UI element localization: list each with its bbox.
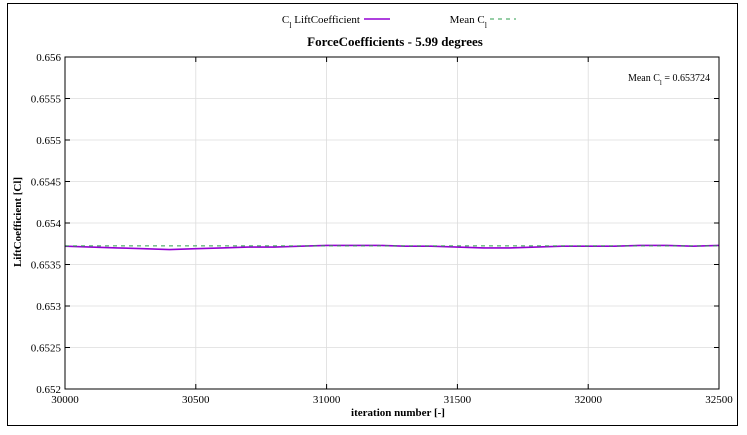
- legend-mean-sub: l: [485, 21, 488, 30]
- mean-annotation-value: = 0.653724: [662, 73, 710, 84]
- y-tick-label: 0.656: [36, 52, 61, 64]
- x-tick-label: 31500: [444, 394, 472, 406]
- y-axis-label: LiftCoefficient [Cl]: [12, 177, 24, 267]
- y-tick-label: 0.6555: [31, 94, 62, 106]
- x-tick-label: 32000: [574, 394, 602, 406]
- ticks-layer: 30000 30500 31000 31500 32000 32500 0.652 0.652…: [31, 52, 734, 406]
- chart-title: ForceCoefficients - 5.99 degrees: [307, 34, 483, 49]
- y-tick-label: 0.653: [36, 301, 61, 313]
- x-tick-label: 31000: [313, 394, 341, 406]
- y-tick-label: 0.655: [36, 135, 61, 147]
- legend-label-mean: Mean Cl: [450, 14, 488, 30]
- grid: [65, 57, 719, 389]
- x-tick-label: 32500: [705, 394, 733, 406]
- chart-frame: [7, 3, 738, 426]
- legend: Cl LiftCoefficient Mean Cl: [282, 14, 516, 30]
- legend-lift-rest: LiftCoefficient: [291, 14, 360, 26]
- mean-annotation: Mean Cl = 0.653724: [628, 73, 710, 87]
- y-tick-label: 0.6525: [31, 343, 62, 355]
- series-layer: [64, 244, 720, 251]
- x-axis-label: iteration number [-]: [351, 407, 445, 419]
- legend-label-lift: Cl LiftCoefficient: [282, 14, 360, 30]
- y-tick-label: 0.654: [36, 218, 61, 230]
- legend-mean-main: Mean C: [450, 14, 485, 26]
- legend-lift-main: C: [282, 14, 289, 26]
- mean-annotation-sub: l: [660, 79, 662, 87]
- legend-lift-sub: l: [289, 21, 292, 30]
- x-tick-label: 30500: [182, 394, 210, 406]
- mean-annotation-main: Mean C: [628, 73, 660, 84]
- y-tick-label: 0.652: [36, 384, 61, 396]
- y-tick-label: 0.6535: [31, 260, 62, 272]
- y-tick-label: 0.6545: [31, 177, 62, 189]
- x-tick-label: 30000: [51, 394, 79, 406]
